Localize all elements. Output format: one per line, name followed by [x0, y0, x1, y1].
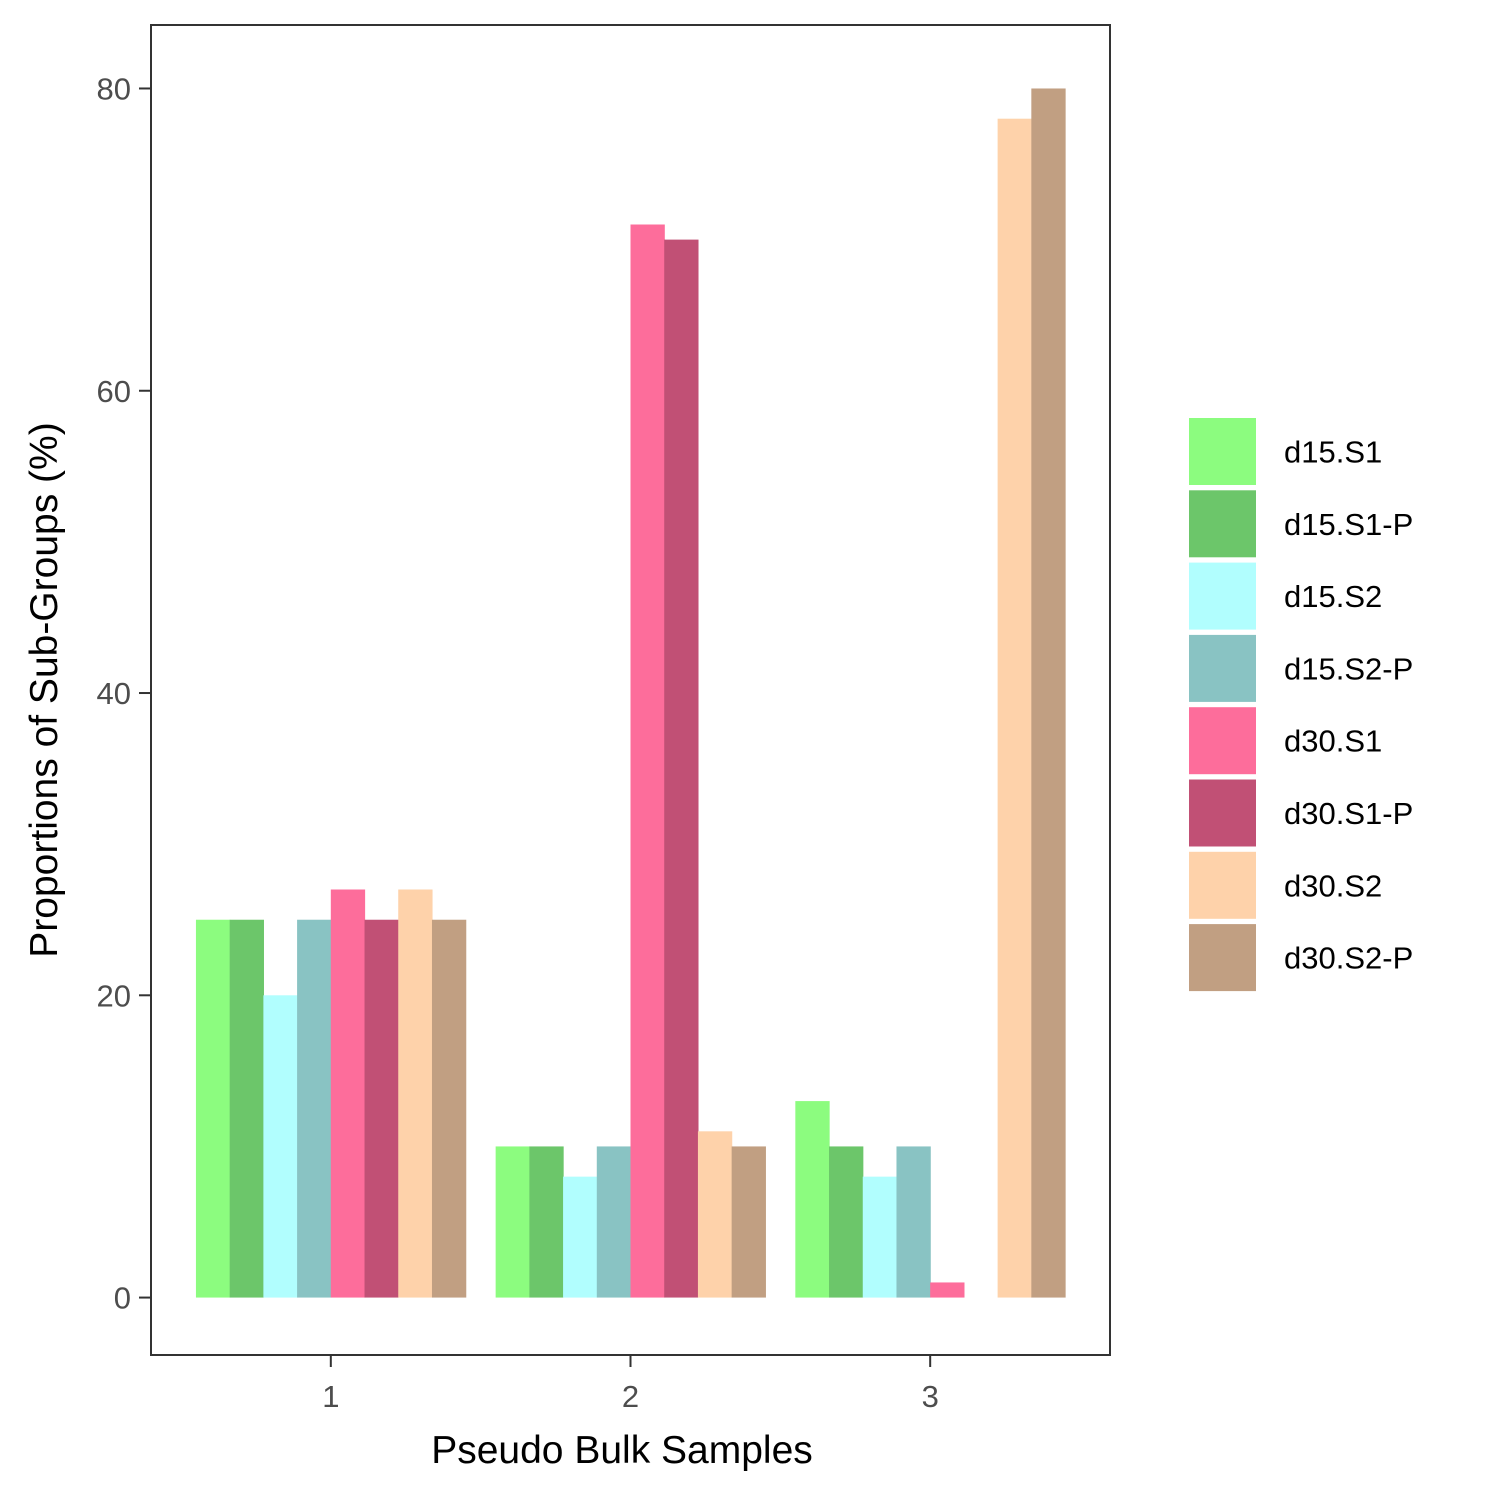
legend: d15.S1 d15.S1-P d15.S2 d15.S2-P d30.S1 d30.S1… [1189, 418, 1413, 992]
legend-key-d15.S1-P [1189, 490, 1256, 558]
legend-key-d30.S2 [1189, 851, 1256, 919]
x-tick-label: 1 [322, 1379, 339, 1414]
bar-d15.S1-P-sample-2 [529, 1146, 564, 1298]
legend-label: d30.S2 [1284, 868, 1382, 903]
bar-d15.S2-P-sample-3 [896, 1146, 931, 1298]
legend-key-d30.S1-P [1189, 779, 1256, 847]
x-axis: 1 2 3 [322, 1355, 939, 1414]
bar-d15.S2-sample-3 [862, 1176, 898, 1298]
legend-key-d30.S2-P [1189, 924, 1256, 992]
bar-d15.S1-sample-3 [795, 1101, 830, 1298]
bar-d15.S1-sample-1 [195, 919, 231, 1298]
bar-d30.S1-sample-1 [330, 889, 366, 1298]
legend-key-d15.S2-P [1189, 634, 1256, 702]
legend-label: d30.S1-P [1284, 796, 1413, 831]
y-axis-title: Proportions of Sub-Groups (%) [23, 422, 66, 957]
bar-d15.S2-sample-2 [563, 1176, 598, 1298]
y-axis: 0 20 40 60 80 [97, 71, 151, 1316]
bar-d30.S2-P-sample-3 [1031, 88, 1066, 1298]
legend-key-d15.S2 [1189, 562, 1256, 630]
y-tick-label: 60 [97, 374, 131, 409]
bar-d15.S1-P-sample-1 [229, 919, 264, 1298]
bar-d15.S2-P-sample-1 [297, 919, 332, 1298]
bar-d15.S1-sample-2 [495, 1146, 530, 1298]
x-tick-label: 3 [922, 1379, 939, 1414]
legend-key-d15.S1 [1189, 418, 1256, 485]
legend-key-d30.S1 [1189, 707, 1256, 775]
legend-label: d15.S1-P [1284, 507, 1413, 542]
bar-d15.S1-P-sample-3 [829, 1146, 864, 1298]
bar-d30.S2-P-sample-1 [431, 919, 467, 1298]
bar-d30.S1-P-sample-1 [364, 919, 399, 1298]
legend-label: d15.S1 [1284, 435, 1382, 470]
y-tick-label: 80 [97, 71, 131, 106]
legend-label: d15.S2-P [1284, 651, 1413, 686]
x-axis-title: Pseudo Bulk Samples [431, 1429, 813, 1472]
y-tick-label: 0 [114, 1281, 131, 1316]
y-tick-label: 40 [97, 676, 131, 711]
legend-label: d30.S2-P [1284, 941, 1413, 976]
bar-d15.S2-sample-1 [263, 995, 298, 1298]
bar-d30.S2-sample-3 [997, 118, 1032, 1298]
bars [195, 88, 1066, 1298]
x-tick-label: 2 [622, 1379, 639, 1414]
bar-d30.S2-sample-2 [697, 1131, 733, 1298]
bar-d30.S1-sample-2 [630, 224, 665, 1298]
bar-d30.S1-P-sample-2 [664, 239, 699, 1298]
legend-label: d15.S2 [1284, 579, 1382, 614]
bar-d15.S2-P-sample-2 [596, 1146, 632, 1298]
y-tick-label: 20 [97, 978, 131, 1013]
bar-d30.S2-sample-1 [398, 889, 433, 1298]
bar-d30.S1-sample-3 [930, 1282, 965, 1298]
bar-d30.S2-P-sample-2 [731, 1146, 766, 1298]
legend-label: d30.S1 [1284, 724, 1382, 759]
